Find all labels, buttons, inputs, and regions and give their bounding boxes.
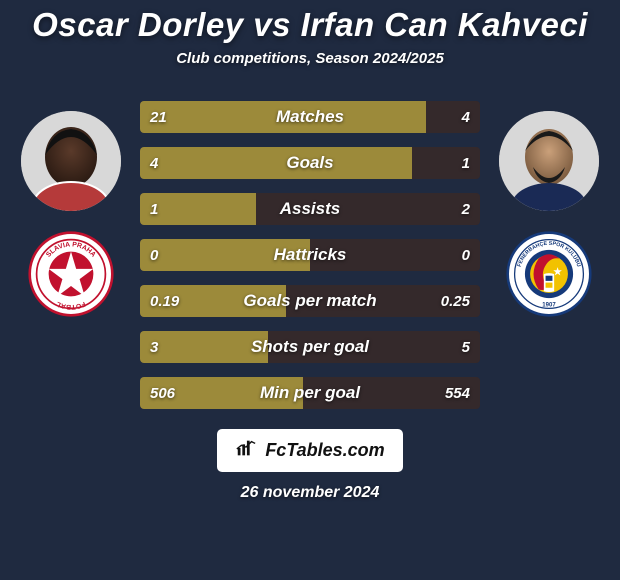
stat-bar: Hattricks0 0 [140,239,480,271]
stat-bar-label: Assists [140,193,480,225]
stat-bar-right-value: 0 [452,239,480,271]
stat-bar-left-value: 506 [140,377,185,409]
stat-bar: Shots per goal3 5 [140,331,480,363]
stat-bar-label: Shots per goal [140,331,480,363]
comparison-subtitle: Club competitions, Season 2024/2025 [176,50,444,67]
stat-bar: Matches21 4 [140,101,480,133]
stat-bar-left-value: 21 [140,101,177,133]
left-player-avatar [21,111,121,211]
stat-bar-right-value: 0.25 [431,285,480,317]
stat-bar-label: Goals per match [140,285,480,317]
stat-bar-label: Hattricks [140,239,480,271]
date-label: 26 november 2024 [241,484,380,502]
stat-bar-label: Matches [140,101,480,133]
right-club-logo: FENERBAHÇE SPOR KULÜBÜ 1907 [506,231,592,317]
stat-bar: Goals4 1 [140,147,480,179]
left-column: SLAVIA PRAHA FOTBAL [16,101,126,317]
stat-bar-left-value: 0.19 [140,285,189,317]
right-column: FENERBAHÇE SPOR KULÜBÜ 1907 [494,101,604,317]
brand-label: FcTables.com [265,440,384,461]
stat-bar-left-value: 1 [140,193,168,225]
stat-bars: Matches214Goals41Assists12Hattricks00Goa… [140,101,480,409]
stat-bar: Min per goal506 554 [140,377,480,409]
stat-bar-right-value: 1 [452,147,480,179]
stat-bar-right-value: 4 [452,101,480,133]
stat-bar-right-value: 2 [452,193,480,225]
stat-bar-right-value: 5 [452,331,480,363]
stat-bar-left-value: 3 [140,331,168,363]
stat-bar-left-value: 0 [140,239,168,271]
comparison-body: SLAVIA PRAHA FOTBAL Matches214Goals41Ass… [0,101,620,409]
right-player-avatar [499,111,599,211]
brand-badge: FcTables.com [217,429,402,472]
stat-bar: Assists1 2 [140,193,480,225]
left-club-logo: SLAVIA PRAHA FOTBAL [28,231,114,317]
comparison-title: Oscar Dorley vs Irfan Can Kahveci [32,6,588,44]
stat-bar-label: Min per goal [140,377,480,409]
stat-bar: Goals per match0.19 0.25 [140,285,480,317]
stat-bar-left-value: 4 [140,147,168,179]
stat-bar-right-value: 554 [435,377,480,409]
chart-icon [235,437,257,464]
svg-text:1907: 1907 [542,303,556,309]
footer: FcTables.com 26 november 2024 [217,429,402,502]
stat-bar-label: Goals [140,147,480,179]
